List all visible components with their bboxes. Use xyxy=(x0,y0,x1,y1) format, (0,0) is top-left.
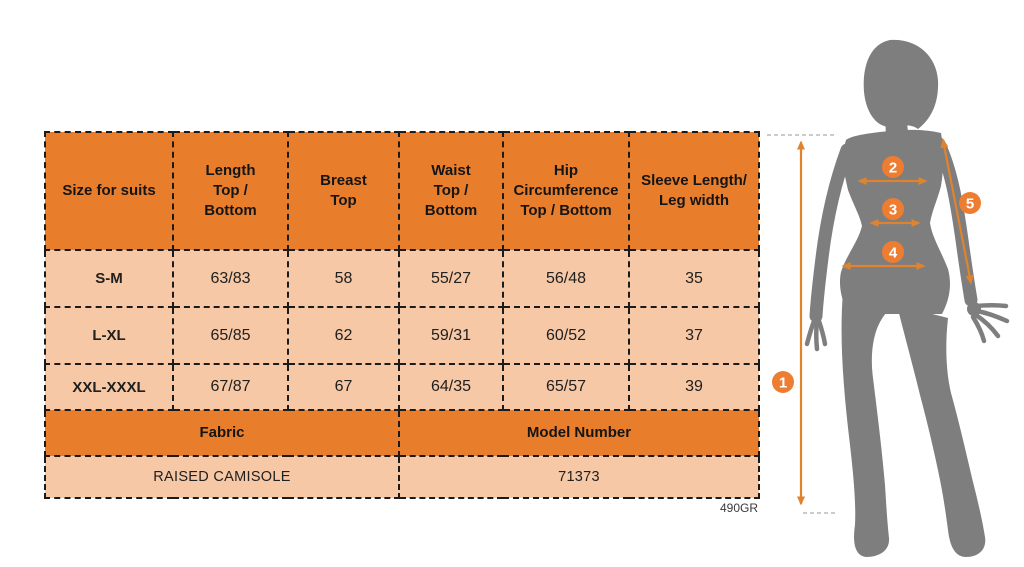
marker-4-circle xyxy=(882,241,904,263)
silhouette-right-leg xyxy=(897,305,986,557)
marker-1-label: 1 xyxy=(779,375,787,392)
marker-2-circle xyxy=(882,156,904,178)
size-chart-table: Size for suits Length Top / Bottom Breas… xyxy=(44,131,760,499)
fabric-value: RAISED CAMISOLE xyxy=(44,455,400,499)
table-row-xxl: XXL-XXXL 67/87 67 64/35 65/57 39 xyxy=(44,363,760,411)
marker-3-circle xyxy=(882,198,904,220)
table-cell: 63/83 xyxy=(172,249,289,308)
marker-5-circle xyxy=(959,192,981,214)
col-header-length: Length Top / Bottom xyxy=(172,131,289,251)
weight-note: 490GR xyxy=(719,501,758,515)
measure-arrow-sleeve xyxy=(940,138,974,285)
silhouette-left-leg xyxy=(841,292,894,557)
marker-4: 4 xyxy=(882,241,904,263)
col-header-breast: Breast Top xyxy=(287,131,400,251)
marker-5-label: 5 xyxy=(966,196,974,213)
table-cell: 55/27 xyxy=(398,249,504,308)
size-label: S-M xyxy=(44,249,174,308)
table-cell: 62 xyxy=(287,306,400,365)
table-cell: 65/85 xyxy=(172,306,289,365)
col-header-sleeve: Sleeve Length/ Leg width xyxy=(628,131,760,251)
silhouette-right-hand xyxy=(974,308,1010,324)
marker-5: 5 xyxy=(959,192,981,214)
footer-value-row: RAISED CAMISOLE 71373 xyxy=(44,455,760,499)
silhouette-right-hand xyxy=(973,312,1001,339)
model-number-value: 71373 xyxy=(398,455,760,499)
measurement-figure: 1 2 3 4 5 xyxy=(767,39,1010,557)
table-cell: 60/52 xyxy=(502,306,630,365)
table-cell: 59/31 xyxy=(398,306,504,365)
marker-3: 3 xyxy=(882,198,904,220)
silhouette-left-hand xyxy=(814,315,820,352)
table-cell: 56/48 xyxy=(502,249,630,308)
fabric-label: Fabric xyxy=(44,409,400,457)
col-header-waist: Waist Top / Bottom xyxy=(398,131,504,251)
table-cell: 39 xyxy=(628,363,760,411)
silhouette-left-hand xyxy=(815,315,828,347)
table-cell: 67/87 xyxy=(172,363,289,411)
footer-label-row: Fabric Model Number xyxy=(44,409,760,457)
table-cell: 58 xyxy=(287,249,400,308)
table-cell: 37 xyxy=(628,306,760,365)
marker-2: 2 xyxy=(882,156,904,178)
silhouette-left-arm xyxy=(809,143,854,323)
marker-1: 1 xyxy=(772,371,794,393)
silhouette-right-hand xyxy=(973,303,1009,309)
size-label: L-XL xyxy=(44,306,174,365)
table-row-lxl: L-XL 65/85 62 59/31 60/52 37 xyxy=(44,306,760,365)
size-label: XXL-XXXL xyxy=(44,363,174,411)
marker-1-circle xyxy=(772,371,794,393)
table-cell: 67 xyxy=(287,363,400,411)
table-cell: 65/57 xyxy=(502,363,630,411)
marker-4-label: 4 xyxy=(889,245,898,262)
silhouette-right-hand xyxy=(970,314,987,344)
marker-2-label: 2 xyxy=(889,160,897,177)
header-row: Size for suits Length Top / Bottom Breas… xyxy=(44,131,760,251)
table-row-sm: S-M 63/83 58 55/27 56/48 35 xyxy=(44,249,760,308)
table-cell: 64/35 xyxy=(398,363,504,411)
table-cell: 35 xyxy=(628,249,760,308)
col-header-hip: Hip Circumference Top / Bottom xyxy=(502,131,630,251)
marker-3-label: 3 xyxy=(889,202,897,219)
col-header-size-for-suits: Size for suits xyxy=(44,131,174,251)
silhouette-head xyxy=(863,39,939,129)
female-silhouette-graphic xyxy=(804,39,1010,557)
model-number-label: Model Number xyxy=(398,409,760,457)
